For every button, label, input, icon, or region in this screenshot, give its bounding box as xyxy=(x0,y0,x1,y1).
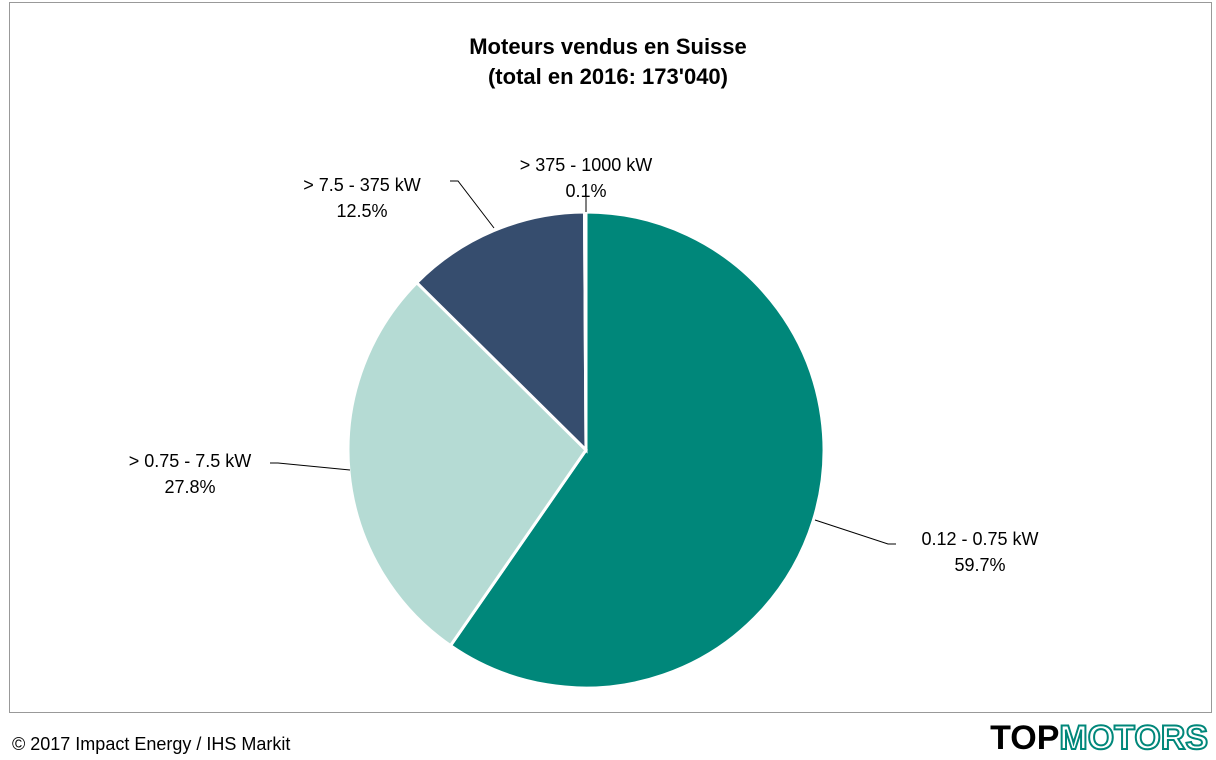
pie-slice xyxy=(346,280,588,648)
logo-top: TOP xyxy=(990,719,1059,757)
slice-value-label: 12.5% xyxy=(336,201,387,221)
slice-label: > 7.5 - 375 kW xyxy=(303,175,421,195)
chart-subtitle: (total en 2016: 173'040) xyxy=(488,64,728,89)
logo: TOPMOTORS xyxy=(990,719,1208,757)
leader-line xyxy=(450,180,495,229)
pie-slice xyxy=(414,210,588,454)
slice-label: > 0.75 - 7.5 kW xyxy=(129,451,252,471)
source: © 2017 Impact Energy / IHS Markit xyxy=(12,734,290,754)
slice-value-label: 59.7% xyxy=(954,555,1005,575)
pie-slice xyxy=(582,210,588,451)
slice-value-label: 0.1% xyxy=(565,181,606,201)
logo-motors: MOTORS xyxy=(1059,719,1208,757)
chart-frame xyxy=(9,2,1212,713)
pie-slice xyxy=(448,210,826,690)
leader-line xyxy=(270,462,351,471)
chart-title: Moteurs vendus en Suisse xyxy=(469,34,747,59)
slice-label: 0.12 - 0.75 kW xyxy=(921,529,1038,549)
slice-label: > 375 - 1000 kW xyxy=(520,155,653,175)
leader-line xyxy=(814,519,896,545)
slice-value-label: 27.8% xyxy=(164,477,215,497)
